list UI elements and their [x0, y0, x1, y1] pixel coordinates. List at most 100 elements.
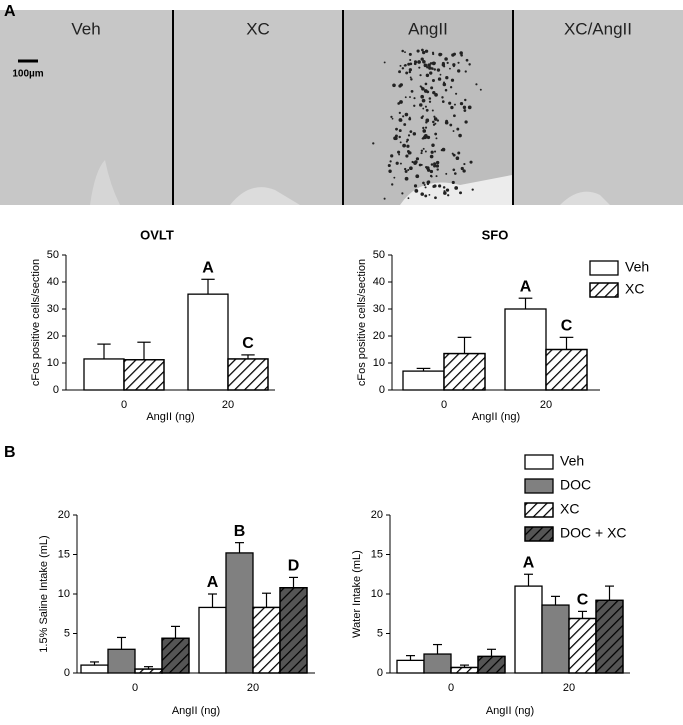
- cell-dot: [404, 169, 408, 173]
- image-label: AngII: [408, 19, 448, 38]
- cell-dot: [401, 49, 404, 53]
- y-tick-label: 10: [47, 357, 59, 369]
- cell-dot: [450, 78, 455, 82]
- y-tick-label: 10: [371, 588, 383, 600]
- micrograph-angii: [344, 10, 512, 205]
- y-tick-label: 0: [53, 384, 59, 396]
- cell-dot: [407, 62, 411, 66]
- cell-dot: [411, 160, 414, 164]
- y-axis-label: cFos positive cells/section: [30, 259, 42, 386]
- cell-dot: [426, 66, 429, 69]
- cell-dot: [432, 120, 435, 124]
- cell-dot: [463, 162, 466, 166]
- cell-dot: [452, 130, 455, 133]
- legend-hatch: [524, 526, 554, 542]
- cell-dot: [421, 98, 426, 103]
- cell-dot: [401, 67, 405, 70]
- cell-dot: [391, 117, 394, 120]
- bar: [423, 653, 452, 674]
- x-axis-label: AngII (ng): [472, 411, 520, 423]
- cell-dot: [459, 191, 463, 195]
- bar-hatch: [568, 617, 597, 674]
- image-label: Veh: [71, 19, 100, 38]
- cell-dot: [398, 129, 402, 133]
- cell-dot: [404, 96, 407, 99]
- cell-dot: [421, 115, 424, 118]
- cell-dot: [436, 68, 441, 72]
- cell-dot: [383, 61, 386, 64]
- legend-label: XC: [625, 281, 644, 297]
- cell-dot: [407, 168, 410, 172]
- cell-dot: [453, 172, 457, 175]
- cell-dot: [413, 184, 418, 188]
- cell-dot: [425, 108, 429, 112]
- y-tick-label: 40: [373, 276, 385, 288]
- bar-hatch: [595, 599, 624, 674]
- cell-dot: [431, 109, 434, 112]
- cell-dot: [433, 164, 437, 168]
- x-tick-label: 20: [563, 682, 575, 694]
- cell-dot: [431, 67, 434, 70]
- cell-dot: [419, 103, 423, 107]
- cell-dot: [433, 115, 436, 118]
- bar: [83, 358, 125, 391]
- cell-dot: [422, 147, 425, 150]
- cell-dot: [471, 188, 474, 191]
- cell-dot: [435, 160, 440, 165]
- cell-dot: [430, 163, 434, 166]
- cell-dot: [447, 194, 450, 197]
- cell-dot: [427, 180, 431, 184]
- cell-dot: [423, 89, 428, 93]
- cell-dot: [408, 117, 412, 121]
- chart-title: OVLT: [140, 227, 174, 242]
- bar-hatch: [252, 606, 281, 674]
- x-axis-label: AngII (ng): [172, 705, 220, 717]
- cell-dot: [407, 197, 410, 200]
- significance-label: B: [234, 523, 246, 540]
- significance-label: D: [288, 558, 300, 575]
- cell-dot: [445, 188, 450, 192]
- y-tick-label: 15: [371, 548, 383, 560]
- bar-hatch: [161, 637, 190, 674]
- significance-label: A: [523, 554, 535, 571]
- cell-dot: [424, 49, 429, 53]
- cell-dot: [436, 119, 440, 122]
- cell-dot: [402, 115, 405, 118]
- cell-dot: [416, 175, 419, 178]
- y-tick-label: 10: [58, 588, 70, 600]
- cell-dot: [424, 82, 428, 86]
- cell-dot: [433, 184, 437, 188]
- cell-dot: [403, 123, 407, 126]
- legend-label: DOC + XC: [560, 525, 627, 541]
- cell-dot: [418, 163, 422, 167]
- cell-dot: [457, 69, 461, 73]
- cell-dot: [452, 65, 455, 68]
- cell-dot: [425, 166, 428, 169]
- significance-label: C: [561, 318, 573, 335]
- cell-dot: [443, 65, 446, 68]
- cell-dot: [443, 82, 447, 87]
- tissue-edge: [400, 175, 512, 205]
- legend-label: Veh: [560, 453, 584, 469]
- y-tick-label: 20: [58, 509, 70, 521]
- significance-label: A: [520, 278, 532, 295]
- cell-dot: [413, 104, 416, 107]
- y-axis-label: cFos positive cells/section: [356, 259, 368, 386]
- bar: [187, 293, 229, 391]
- cell-dot: [423, 63, 428, 68]
- cell-dot: [414, 188, 419, 193]
- cell-dot: [455, 92, 458, 95]
- cell-dot: [464, 120, 468, 124]
- cell-dot: [433, 62, 436, 65]
- cell-dot: [409, 58, 412, 61]
- tissue-edge: [230, 187, 610, 205]
- panel-label: B: [4, 444, 16, 461]
- x-tick-label: 20: [247, 682, 259, 694]
- cell-dot: [432, 52, 435, 56]
- cell-dot: [421, 48, 424, 52]
- legend-swatch: [524, 478, 554, 494]
- cell-dot: [428, 97, 432, 100]
- cell-dot: [420, 149, 424, 152]
- cell-dot: [405, 71, 409, 75]
